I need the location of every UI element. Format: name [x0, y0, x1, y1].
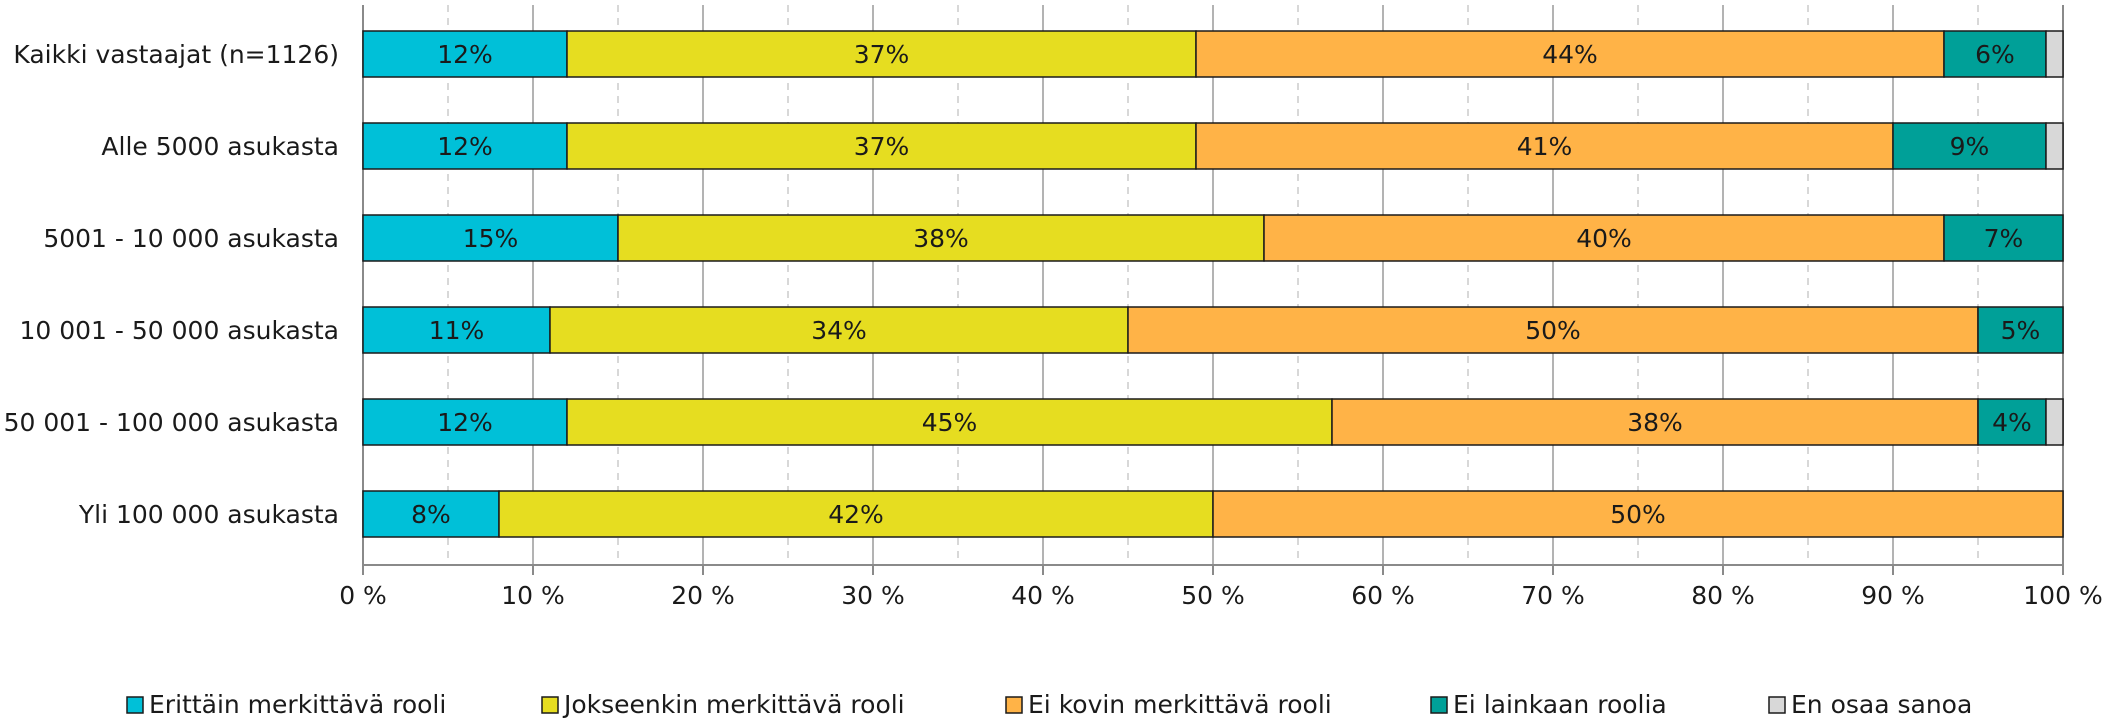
data-label: 9% [1950, 132, 1990, 161]
bar-segment [617, 214, 1265, 262]
data-label: 50% [1525, 316, 1581, 345]
legend-swatch [541, 696, 559, 714]
legend-swatch [1430, 696, 1448, 714]
data-label: 41% [1517, 132, 1573, 161]
category-label: 5001 - 10 000 asukasta [43, 224, 339, 253]
data-label: 45% [922, 408, 978, 437]
x-tick-label: 40 % [1011, 581, 1075, 610]
bar-segment [362, 122, 568, 170]
data-label: 12% [437, 408, 493, 437]
data-label: 37% [854, 40, 910, 69]
data-label: 5% [2001, 316, 2041, 345]
bar-segment [1263, 214, 1945, 262]
data-label: 34% [811, 316, 867, 345]
legend-label: Erittäin merkittävä rooli [149, 690, 446, 719]
x-tick-label: 80 % [1691, 581, 1755, 610]
bar-segment [566, 30, 1197, 78]
bar-segment [1331, 398, 1979, 446]
data-label: 42% [828, 500, 884, 529]
x-tick-label: 90 % [1861, 581, 1925, 610]
bar-segment [1977, 306, 2064, 354]
data-label: 7% [1984, 224, 2024, 253]
data-label: 6% [1975, 40, 2015, 69]
bars: 12% 37% 44% 6% 12% 37% 41% 9% 15% 38% 40% 7% 11% 34% 5… [362, 30, 2064, 538]
category-label: 10 001 - 50 000 asukasta [19, 316, 339, 345]
bar-segment [362, 490, 500, 538]
bar-segment [2045, 30, 2064, 78]
legend-label: Ei kovin merkittävä rooli [1028, 690, 1332, 719]
x-tick-label: 30 % [841, 581, 905, 610]
bar-segment [549, 306, 1129, 354]
data-label: 12% [437, 132, 493, 161]
data-label: 4% [1992, 408, 2032, 437]
bar-segment [2045, 398, 2064, 446]
data-label: 8% [411, 500, 451, 529]
x-tick-label: 0 % [339, 581, 387, 610]
data-label: 40% [1576, 224, 1632, 253]
bar-segment [1212, 490, 2064, 538]
bar-segment [566, 122, 1197, 170]
bar-segment [362, 30, 568, 78]
data-label: 15% [463, 224, 519, 253]
category-label: Kaikki vastaajat (n=1126) [13, 40, 339, 69]
legend-label: En osaa sanoa [1791, 690, 1972, 719]
x-axis: 0 % 10 % 20 % 30 % 40 % 50 % 60 % 70 % 80 % 90 % 1… [339, 581, 2103, 610]
bar-segment [1943, 214, 2064, 262]
bar-segment [1127, 306, 1979, 354]
legend-label: Jokseenkin merkittävä rooli [562, 690, 905, 719]
bar-segment [2045, 122, 2064, 170]
bar-segment [498, 490, 1214, 538]
data-label: 38% [1627, 408, 1683, 437]
legend: Erittäin merkittävä rooli Jokseenkin merk… [126, 690, 1972, 719]
bar-segment [362, 214, 619, 262]
bar-segment [1195, 30, 1945, 78]
x-tick-label: 70 % [1521, 581, 1585, 610]
bar-segment [1943, 30, 2047, 78]
legend-swatch [1768, 696, 1786, 714]
category-labels: Kaikki vastaajat (n=1126) Alle 5000 asuka… [4, 40, 339, 529]
bar-segment [566, 398, 1333, 446]
x-tick-label: 60 % [1351, 581, 1415, 610]
data-label: 50% [1610, 500, 1666, 529]
legend-swatch [1005, 696, 1023, 714]
gridlines [362, 5, 2064, 575]
bar-segment [362, 306, 551, 354]
data-label: 11% [429, 316, 485, 345]
bar-segment [1977, 398, 2047, 446]
x-tick-label: 100 % [2023, 581, 2102, 610]
bar-segment [1195, 122, 1894, 170]
data-label: 38% [913, 224, 969, 253]
legend-swatch [126, 696, 144, 714]
x-tick-label: 20 % [671, 581, 735, 610]
category-label: Alle 5000 asukasta [101, 132, 339, 161]
data-label: 12% [437, 40, 493, 69]
category-label: Yli 100 000 asukasta [78, 500, 339, 529]
legend-label: Ei lainkaan roolia [1453, 690, 1667, 719]
x-tick-label: 50 % [1181, 581, 1245, 610]
category-label: 50 001 - 100 000 asukasta [4, 408, 339, 437]
data-label: 37% [854, 132, 910, 161]
data-label: 44% [1542, 40, 1598, 69]
x-tick-label: 10 % [501, 581, 565, 610]
